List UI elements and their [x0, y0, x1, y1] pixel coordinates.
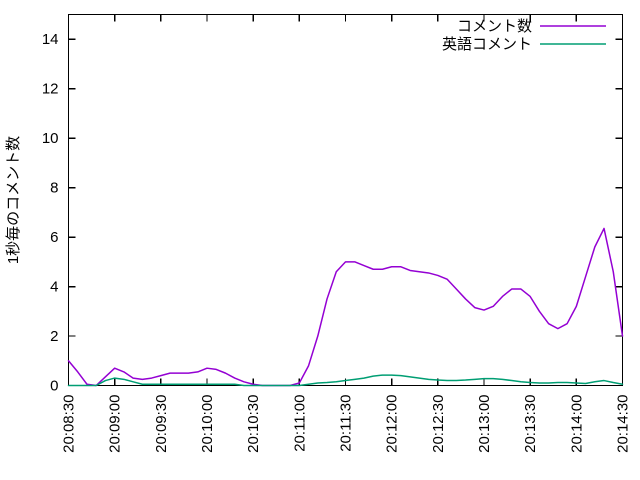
x-tick-label: 20:09:30: [153, 395, 170, 453]
x-tick-label: 20:11:00: [291, 395, 308, 452]
series-line-2: [67, 374, 624, 387]
y-tick-label: 0: [50, 378, 58, 395]
series-lines: [67, 227, 624, 387]
plot-frame: [67, 13, 624, 387]
x-tick-label: 20:10:30: [245, 395, 262, 453]
x-tick-label: 20:09:00: [107, 395, 124, 453]
y-tick-label: 2: [50, 328, 58, 345]
y-tick-label: 10: [42, 130, 59, 147]
x-tick-label: 20:14:00: [568, 395, 585, 453]
y-axis: 0 2 4 6 8 10 12 14: [42, 31, 623, 395]
x-axis: 20:08:30 20:09:00 20:09:30 20:10:00 20:10:30…: [61, 14, 632, 453]
x-tick-label: 20:13:30: [522, 395, 539, 453]
y-tick-label: 4: [50, 279, 58, 296]
legend-label-2: 英語コメント: [442, 35, 532, 53]
x-tick-label: 20:11:30: [338, 395, 355, 452]
y-tick-label: 8: [50, 180, 58, 197]
y-tick-label: 12: [42, 81, 59, 98]
y-axis-label: 1秒毎のコメント数: [5, 136, 22, 264]
y-tick-label: 14: [42, 31, 59, 48]
y-tick-label: 6: [50, 229, 58, 246]
x-tick-label: 20:12:00: [384, 395, 401, 453]
x-tick-label: 20:13:00: [476, 395, 493, 453]
plot-border: [67, 13, 624, 387]
series-line-1: [67, 227, 624, 387]
x-tick-label: 20:12:30: [430, 395, 447, 453]
legend-label-1: コメント数: [457, 18, 532, 35]
x-tick-label: 20:10:00: [199, 395, 216, 453]
x-tick-label: 20:08:30: [61, 395, 78, 453]
x-tick-label: 20:14:30: [615, 395, 632, 453]
